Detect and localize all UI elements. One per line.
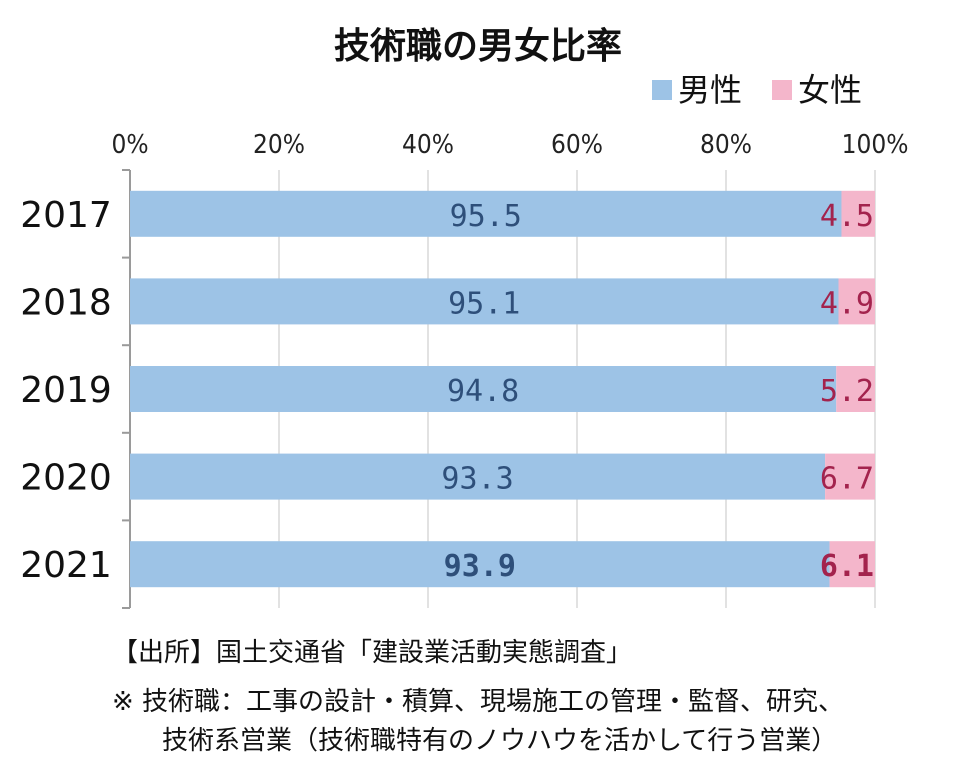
legend: 男性 女性 [652,71,862,109]
legend-swatch [772,80,792,100]
y-tick-label: 2020 [20,458,112,499]
bar-male-2017 [130,190,842,237]
legend-label: 男性 [678,71,742,109]
x-tick-label: 80% [700,130,752,160]
x-axis: 0% 20% 40% 60% 80% 100% [111,130,908,160]
data-label: 95.5 [450,199,522,234]
y-tick-label: 2019 [20,370,112,411]
data-label: 6.1 [820,549,874,584]
x-tick-label: 0% [111,130,148,160]
note-line-2: 技術系営業（技術職特有のノウハウを活かして行う営業） [162,726,838,756]
data-label: 94.8 [447,374,519,409]
data-label: 93.3 [441,462,513,497]
legend-label: 女性 [798,71,862,109]
bar-female-2018 [838,278,875,325]
chart-title: 技術職の男女比率 [334,26,622,67]
y-axis: 2017 2018 2019 2020 2021 [20,169,131,609]
data-label: 4.9 [820,286,874,321]
y-tick-label: 2021 [20,545,112,586]
source-text: 【出所】国土交通省「建設業活動実態調査」 [112,638,633,668]
data-label: 4.5 [820,199,874,234]
bar-female-2020 [825,453,875,500]
legend-swatch [652,80,672,100]
note-line-1: ※ 技術職：工事の設計・積算、現場施工の管理・監督、研究、 [112,687,845,717]
x-tick-label: 60% [551,130,603,160]
data-label: 95.1 [448,286,520,321]
bars: 95.5 4.5 95.1 4.9 94.8 5.2 93.3 6.7 93.9 6.1 [130,190,875,588]
bar-male-2019 [130,366,837,412]
bar-male-2018 [130,278,839,325]
bar-male-2021 [130,541,830,588]
bar-chart: 技術職の男女比率 男性 女性 0% 20% 40% 60% 80% 100% 2017201… [20,26,908,609]
bar-male-2020 [130,453,826,500]
data-label: 6.7 [820,462,874,497]
bar-female-2019 [836,366,875,412]
bar-female-2017 [841,190,875,237]
data-label: 93.9 [444,549,516,584]
bar-female-2021 [829,541,875,588]
x-tick-label: 40% [402,130,454,160]
y-tick-label: 2017 [20,195,112,236]
data-label: 5.2 [820,374,874,409]
y-tick-label: 2018 [20,282,112,323]
x-tick-label: 100% [842,130,909,160]
x-tick-label: 20% [253,130,305,160]
